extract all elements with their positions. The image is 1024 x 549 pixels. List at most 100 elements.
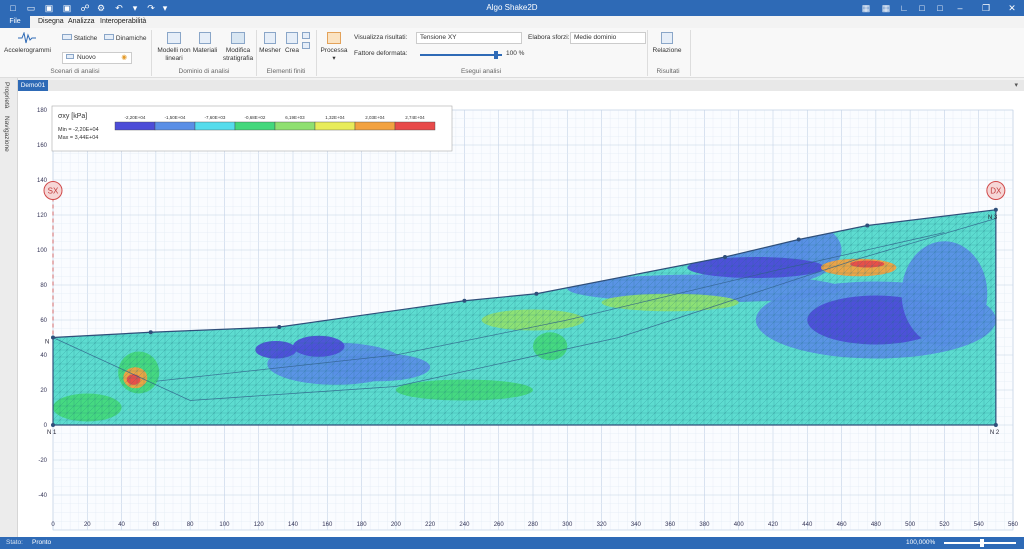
- node-n3-label: N 3: [988, 215, 998, 221]
- x-tick-label: 100: [219, 522, 230, 528]
- x-tick-label: 240: [459, 522, 470, 528]
- separator: [647, 30, 648, 76]
- modelli-button[interactable]: Modelli non lineari: [156, 32, 192, 63]
- mesher-icon: [264, 32, 276, 44]
- proprieta-tab[interactable]: Proprietà: [3, 82, 10, 109]
- crea-button[interactable]: Crea: [282, 32, 302, 55]
- node-n1[interactable]: [51, 423, 55, 427]
- color-legend: σxy [kPa] Min = -2,20E+04 Max = 3,44E+04…: [51, 105, 453, 152]
- dinamiche-icon: [104, 34, 114, 40]
- processa-button[interactable]: Processa ▾: [320, 32, 348, 63]
- x-tick-label: 440: [802, 522, 813, 528]
- separator: [151, 30, 152, 76]
- x-tick-label: 460: [837, 522, 848, 528]
- minimize-icon[interactable]: –: [957, 3, 963, 13]
- elabora-select[interactable]: Medie dominio: [570, 32, 646, 44]
- lock-icon: ◉: [121, 54, 127, 61]
- profile-node[interactable]: [993, 207, 998, 212]
- node-n2[interactable]: [993, 423, 998, 427]
- legend-tick-label: 1,32E+04: [325, 115, 345, 120]
- redo-icon[interactable]: ↷: [147, 3, 155, 13]
- accelerogrammi-label: Accelerogrammi: [4, 47, 51, 54]
- layout-icon[interactable]: ▦: [861, 3, 871, 13]
- close-icon[interactable]: ✕: [1008, 3, 1016, 13]
- dinamiche-button[interactable]: Dinamiche: [104, 34, 147, 43]
- navigazione-tab[interactable]: Navigazione: [3, 116, 10, 152]
- y-tick-label: -20: [38, 458, 47, 464]
- profile-node[interactable]: [148, 330, 153, 335]
- statiche-icon: [62, 34, 72, 40]
- marker-dx[interactable]: [986, 181, 1006, 200]
- visualizza-select[interactable]: Tensione XY: [416, 32, 522, 44]
- side-panel: Proprietà Navigazione: [0, 78, 18, 537]
- y-tick-label: 160: [37, 143, 48, 149]
- restore-icon[interactable]: ❐: [981, 3, 991, 13]
- mesher-button[interactable]: Mesher: [258, 32, 282, 55]
- x-tick-label: 160: [322, 522, 333, 528]
- menu-disegna[interactable]: Disegna: [38, 18, 64, 25]
- x-tick-label: 500: [905, 522, 916, 528]
- legend-swatch: [274, 121, 316, 131]
- save-icon[interactable]: ▣: [44, 3, 54, 13]
- stress-contour-plot[interactable]: 0 20 40 60 80 100 120 140 160 180 200 220 240 260 280 3…: [18, 91, 1024, 537]
- legend-swatch: [194, 121, 236, 131]
- x-tick-label: 480: [871, 522, 882, 528]
- undo-dropdown-icon[interactable]: ▾: [132, 3, 138, 13]
- profile-node[interactable]: [462, 298, 467, 303]
- model-canvas[interactable]: 0 20 40 60 80 100 120 140 160 180 200 220 240 260 280 3…: [18, 91, 1024, 537]
- profile-node[interactable]: [277, 325, 282, 329]
- legend-swatch: [314, 121, 356, 131]
- x-tick-label: 400: [734, 522, 745, 528]
- separator: [316, 30, 317, 76]
- tab-demo01[interactable]: Demo01: [18, 80, 48, 91]
- file-tab[interactable]: File: [0, 16, 30, 28]
- open-folder-icon[interactable]: ▭: [26, 3, 36, 13]
- tab-menu-icon[interactable]: ▾: [1014, 82, 1018, 89]
- profile-node[interactable]: [865, 223, 870, 228]
- status-bar: Stato: Pronto 100,000%: [0, 537, 1024, 549]
- marker-sx[interactable]: [43, 181, 63, 200]
- redo-dropdown-icon[interactable]: ▾: [162, 3, 168, 13]
- fattore-label: Fattore deformata:: [354, 50, 408, 57]
- fattore-slider-thumb[interactable]: [494, 51, 499, 59]
- document-tabs: Demo01 ▾: [18, 80, 1024, 91]
- x-tick-label: 220: [425, 522, 436, 528]
- statiche-button[interactable]: Statiche: [62, 34, 97, 43]
- relazione-label: Relazione: [652, 47, 682, 54]
- delete-mesh-icon[interactable]: [302, 32, 310, 39]
- materiali-button[interactable]: Materiali: [192, 32, 218, 55]
- relazione-icon: [661, 32, 673, 44]
- profile-node[interactable]: [723, 255, 727, 259]
- accelerogrammi-button[interactable]: Accelerogrammi: [4, 31, 51, 55]
- x-tick-label: 520: [939, 522, 950, 528]
- save-as-icon[interactable]: ▣: [62, 3, 72, 13]
- menu-interoperabilita[interactable]: Interoperabilità: [100, 18, 147, 25]
- print-icon[interactable]: ☍: [80, 3, 90, 13]
- dominio-group-label: Dominio di analisi: [178, 68, 230, 75]
- profile-node[interactable]: [796, 237, 801, 242]
- x-tick-label: 380: [699, 522, 710, 528]
- legend-tick-label: 6,19E+03: [285, 115, 305, 120]
- profile-node[interactable]: [534, 291, 539, 296]
- new-file-icon[interactable]: □: [10, 3, 16, 13]
- processa-icon: [327, 32, 341, 44]
- relazione-button[interactable]: Relazione: [650, 32, 684, 55]
- zoom-slider-thumb[interactable]: [980, 539, 984, 547]
- scenario-select[interactable]: Nuovo ◉: [62, 52, 132, 64]
- ruler-icon[interactable]: □: [937, 3, 943, 13]
- scenari-group-label: Scenari di analisi: [50, 68, 100, 75]
- legend-tick-label: -7,60E+03: [205, 115, 226, 120]
- profile-node[interactable]: [51, 335, 55, 340]
- modifica-stratigrafia-button[interactable]: Modifica stratigrafia: [220, 32, 256, 63]
- title-bar: □ ▭ ▣ ▣ ☍ ⚙ ↶ ▾ ↷ ▾ Algo Shake2D ▦ ▦ ∟ □…: [0, 0, 1024, 16]
- y-tick-label: 140: [37, 178, 48, 184]
- settings-icon[interactable]: ⚙: [96, 3, 106, 13]
- fattore-slider-track[interactable]: [420, 54, 502, 56]
- grid-icon[interactable]: ▦: [881, 3, 891, 13]
- axes-icon[interactable]: ∟: [899, 3, 909, 13]
- mesh-info-icon[interactable]: [302, 42, 310, 49]
- stratum-boundary: [155, 232, 945, 382]
- undo-icon[interactable]: ↶: [115, 3, 123, 13]
- frame-icon[interactable]: □: [919, 3, 925, 13]
- menu-analizza[interactable]: Analizza: [68, 18, 95, 25]
